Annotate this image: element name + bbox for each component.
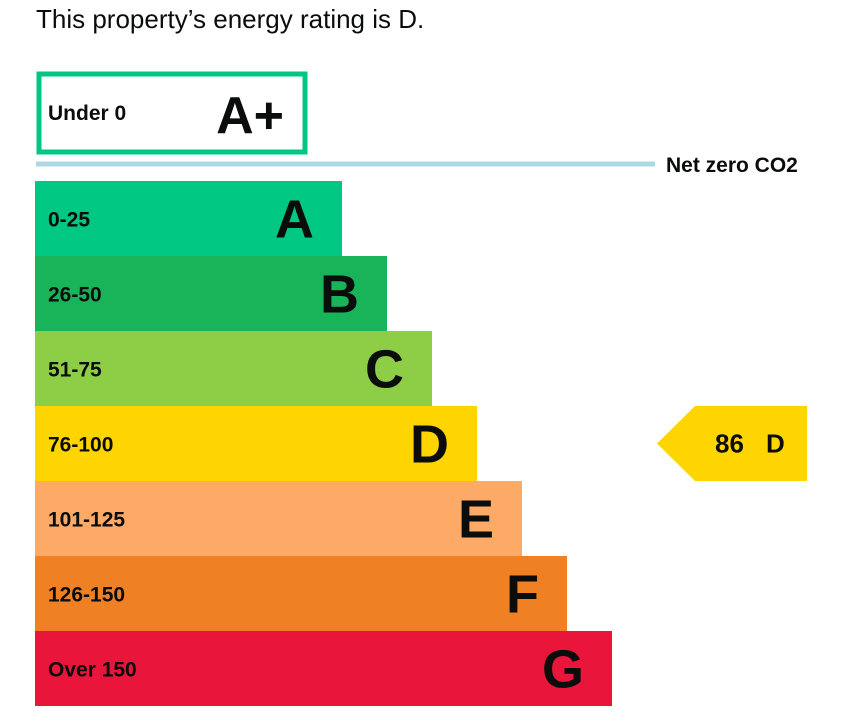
band-b-letter: B (320, 265, 359, 325)
band-a-plus-letter: A+ (216, 87, 284, 145)
current-rating-score: 86 (715, 429, 744, 459)
band-a-plus-range: Under 0 (48, 102, 126, 125)
net-zero-label: Net zero CO2 (666, 154, 798, 177)
band-f-bar (35, 556, 567, 631)
band-d-bar (35, 406, 477, 481)
band-c-letter: C (365, 340, 404, 400)
band-e-letter: E (458, 490, 494, 550)
band-e-range: 101-125 (48, 509, 125, 532)
band-c-bar (35, 331, 432, 406)
current-rating-arrow (657, 406, 807, 481)
band-e-bar (35, 481, 522, 556)
band-d-letter: D (410, 415, 449, 475)
current-rating-letter: D (766, 429, 785, 459)
band-b-range: 26-50 (48, 284, 102, 307)
band-b-bar (35, 256, 387, 331)
page-heading: This property’s energy rating is D. (36, 4, 425, 34)
band-a-bar (35, 181, 342, 256)
band-g-letter: G (542, 640, 584, 700)
band-f-letter: F (506, 565, 539, 625)
band-c-range: 51-75 (48, 359, 102, 382)
band-d-range: 76-100 (48, 434, 113, 457)
band-a-letter: A (275, 190, 314, 250)
band-g-bar (35, 631, 612, 706)
band-a-range: 0-25 (48, 209, 90, 232)
band-f-range: 126-150 (48, 584, 125, 607)
band-a-plus-outline (36, 71, 308, 155)
band-g-range: Over 150 (48, 659, 137, 682)
